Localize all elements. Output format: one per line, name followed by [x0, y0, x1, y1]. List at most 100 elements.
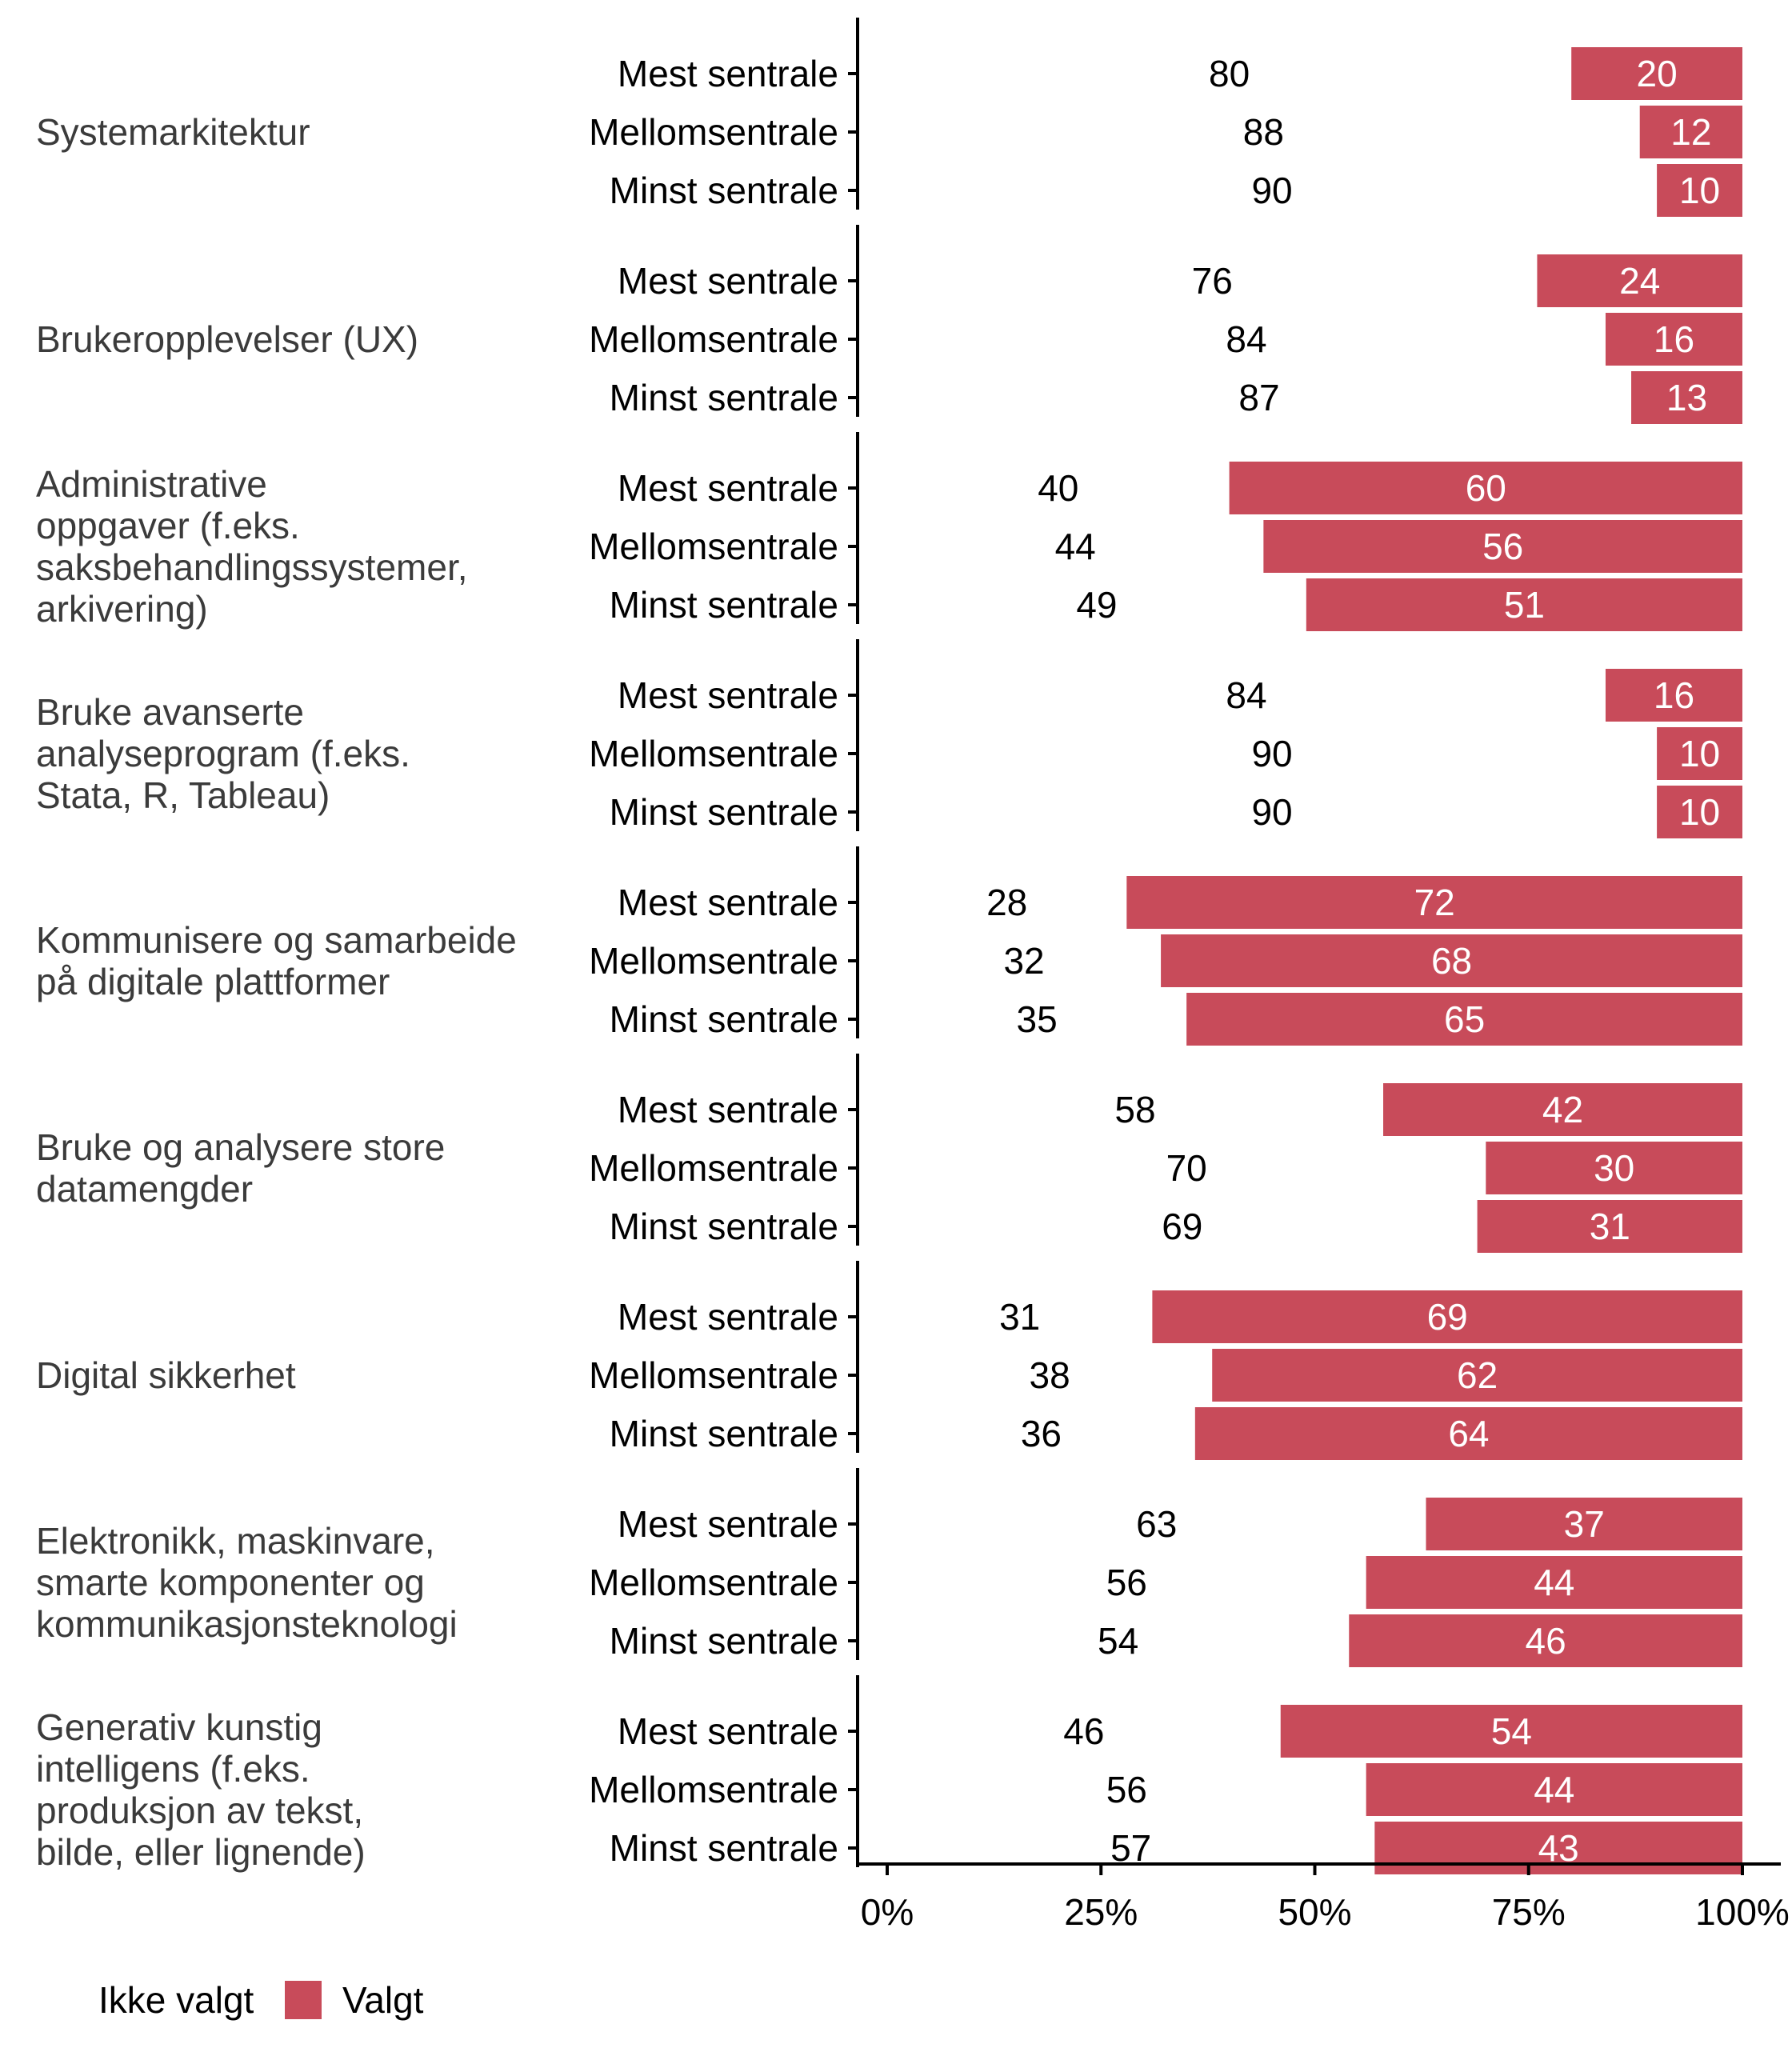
row-label: Minst sentrale: [610, 1827, 838, 1869]
bar-valgt: [1186, 993, 1742, 1046]
value-label-valgt: 62: [1457, 1354, 1498, 1396]
value-label-ikke-valgt: 84: [1226, 318, 1266, 360]
group-label: bilde, eller lignende): [36, 1831, 366, 1873]
value-label-ikke-valgt: 36: [1021, 1413, 1062, 1454]
value-label-ikke-valgt: 40: [1038, 467, 1078, 509]
value-label-ikke-valgt: 28: [986, 882, 1027, 923]
value-label-valgt: 54: [1491, 1710, 1532, 1752]
row-label: Mellomsentrale: [589, 1147, 838, 1189]
value-label-ikke-valgt: 76: [1192, 260, 1233, 302]
group-label: på digitale plattformer: [36, 961, 390, 1002]
row-label: Minst sentrale: [610, 584, 838, 626]
bar-ikke-valgt: [887, 1290, 1153, 1343]
bar-valgt: [1486, 1142, 1742, 1194]
bar-valgt: [1263, 520, 1742, 573]
group-label: produksjon av tekst,: [36, 1790, 363, 1831]
group-label: datamengder: [36, 1168, 253, 1210]
bar-valgt: [1366, 1556, 1742, 1609]
row-label: Mest sentrale: [618, 1503, 838, 1545]
group-label: analyseprogram (f.eks.: [36, 733, 410, 774]
value-label-valgt: 10: [1679, 733, 1720, 774]
bar-valgt: [1631, 371, 1742, 424]
bar-valgt: [1477, 1200, 1742, 1253]
value-label-valgt: 60: [1466, 467, 1506, 509]
group-label: Bruke avanserte: [36, 691, 304, 733]
value-label-ikke-valgt: 35: [1016, 998, 1057, 1040]
value-label-valgt: 72: [1414, 882, 1455, 923]
bar-ikke-valgt: [887, 1614, 1350, 1667]
row-label: Mest sentrale: [618, 53, 838, 94]
x-tick-label: 100%: [1695, 1891, 1790, 1933]
x-tick-label: 75%: [1492, 1891, 1566, 1933]
value-label-ikke-valgt: 49: [1076, 584, 1117, 626]
group-label: Digital sikkerhet: [36, 1354, 296, 1396]
bar-ikke-valgt: [887, 164, 1658, 217]
value-label-ikke-valgt: 88: [1243, 111, 1284, 153]
bar-ikke-valgt: [887, 876, 1127, 929]
row-label: Mest sentrale: [618, 1710, 838, 1752]
bar-valgt: [1152, 1290, 1742, 1343]
row-label: Minst sentrale: [610, 1206, 838, 1247]
group-label: kommunikasjonsteknologi: [36, 1603, 458, 1645]
value-label-valgt: 10: [1679, 170, 1720, 211]
group-label: smarte komponenter og: [36, 1562, 425, 1603]
row-label: Minst sentrale: [610, 170, 838, 211]
legend-label-valgt: Valgt: [342, 1979, 424, 2021]
value-label-ikke-valgt: 32: [1003, 940, 1044, 982]
bar-valgt: [1537, 254, 1742, 307]
bar-ikke-valgt: [887, 254, 1538, 307]
bar-valgt: [1194, 1407, 1742, 1460]
bar-ikke-valgt: [887, 371, 1632, 424]
value-label-ikke-valgt: 90: [1251, 733, 1292, 774]
value-label-ikke-valgt: 84: [1226, 674, 1266, 716]
bar-valgt: [1229, 462, 1742, 514]
legend-label-ikke-valgt: Ikke valgt: [98, 1979, 254, 2021]
bar-ikke-valgt: [887, 1200, 1478, 1253]
bar-ikke-valgt: [887, 1556, 1366, 1609]
bar-ikke-valgt: [887, 934, 1162, 987]
value-label-ikke-valgt: 90: [1251, 791, 1292, 833]
row-label: Mellomsentrale: [589, 1562, 838, 1603]
value-label-valgt: 16: [1654, 318, 1694, 360]
bar-valgt: [1571, 47, 1742, 100]
row-label: Mest sentrale: [618, 1296, 838, 1338]
group-label: saksbehandlingssystemer,: [36, 546, 468, 588]
value-label-ikke-valgt: 63: [1136, 1503, 1177, 1545]
row-label: Mest sentrale: [618, 674, 838, 716]
value-label-ikke-valgt: 70: [1166, 1147, 1207, 1189]
value-label-valgt: 69: [1427, 1296, 1468, 1338]
value-label-valgt: 65: [1444, 998, 1485, 1040]
group-label: Kommunisere og samarbeide: [36, 919, 517, 961]
group-label: Systemarkitektur: [36, 111, 310, 153]
value-label-valgt: 24: [1619, 260, 1660, 302]
value-label-ikke-valgt: 46: [1063, 1710, 1104, 1752]
bar-ikke-valgt: [887, 993, 1187, 1046]
group-label: Bruke og analysere store: [36, 1126, 445, 1168]
value-label-valgt: 46: [1526, 1620, 1566, 1662]
bar-ikke-valgt: [887, 727, 1658, 780]
value-label-ikke-valgt: 56: [1106, 1562, 1147, 1603]
bar-valgt: [1639, 106, 1742, 158]
group-label: Stata, R, Tableau): [36, 774, 330, 816]
row-label: Mest sentrale: [618, 1089, 838, 1130]
bar-ikke-valgt: [887, 1407, 1195, 1460]
row-label: Mellomsentrale: [589, 111, 838, 153]
value-label-valgt: 44: [1534, 1562, 1574, 1603]
bar-valgt: [1426, 1498, 1742, 1550]
value-label-ikke-valgt: 58: [1114, 1089, 1155, 1130]
x-tick-label: 50%: [1278, 1891, 1351, 1933]
bar-ikke-valgt: [887, 669, 1606, 722]
value-label-valgt: 31: [1590, 1206, 1630, 1247]
group-label: arkivering): [36, 588, 208, 630]
value-label-ikke-valgt: 80: [1209, 53, 1250, 94]
row-label: Mellomsentrale: [589, 940, 838, 982]
row-label: Mest sentrale: [618, 260, 838, 302]
bar-ikke-valgt: [887, 1763, 1366, 1816]
bar-ikke-valgt: [887, 313, 1606, 366]
bar-ikke-valgt: [887, 462, 1230, 514]
row-label: Minst sentrale: [610, 791, 838, 833]
value-label-valgt: 16: [1654, 674, 1694, 716]
value-label-valgt: 12: [1670, 111, 1711, 153]
value-label-ikke-valgt: 56: [1106, 1769, 1147, 1810]
